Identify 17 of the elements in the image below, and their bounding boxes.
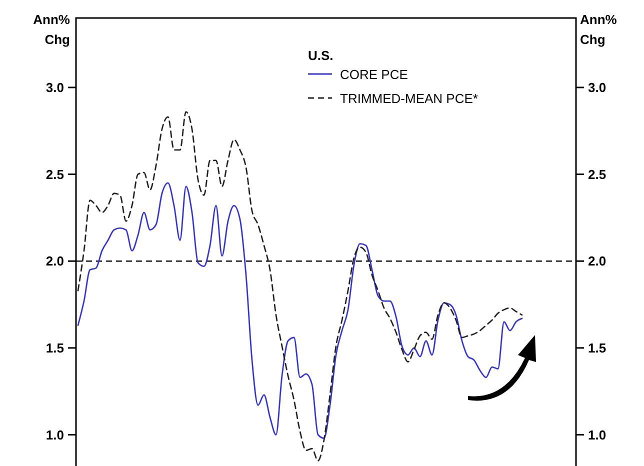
- y-tick-label: 1.5: [46, 340, 64, 356]
- y-tick-label: 3.0: [46, 80, 64, 96]
- legend-label: CORE PCE: [340, 67, 408, 82]
- y2-axis-title: Ann% Chg: [580, 12, 618, 47]
- y-tick-label: 2.0: [46, 254, 64, 269]
- y2-tick-label: 1.0: [588, 427, 606, 442]
- y2-tick-label: 1.5: [588, 340, 606, 356]
- y2-tick-label: 2.0: [588, 254, 606, 269]
- line-series: [77, 111, 523, 462]
- y2-tick-label: 2.5: [588, 166, 606, 182]
- legend-title: U.S.: [308, 48, 334, 63]
- y-tick-label: 1.0: [46, 427, 64, 442]
- y-axis-title: Ann% Chg: [33, 12, 70, 47]
- legend-label: TRIMMED-MEAN PCE*: [340, 91, 478, 106]
- y-tick-label: 2.5: [46, 166, 64, 182]
- y2-tick-label: 3.0: [588, 80, 606, 96]
- line-series: [77, 182, 523, 439]
